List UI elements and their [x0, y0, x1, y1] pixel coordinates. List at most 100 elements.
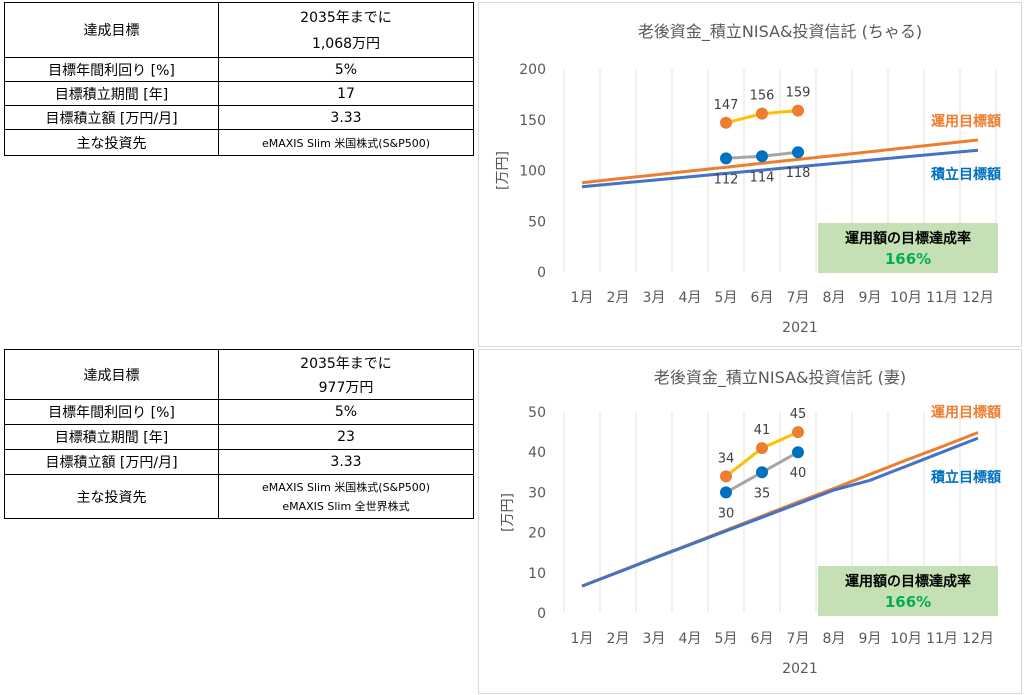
x-axis-label: 2021 — [782, 320, 818, 336]
data-label: 114 — [750, 170, 775, 185]
goal-row: 目標年間利回り [%] 5% — [4, 399, 474, 425]
goal-row: 目標積立額 [万円/月] 3.33 — [4, 449, 474, 475]
y-axis-label: [万円] — [495, 151, 511, 190]
x-tick-label: 1月 — [571, 290, 594, 306]
data-label: 147 — [714, 98, 739, 113]
series-label: 積立目標額 — [930, 469, 1001, 486]
data-point — [720, 486, 732, 499]
row-value: 23 — [218, 424, 474, 450]
row-value: 5% — [218, 57, 474, 82]
y-tick-label: 20 — [528, 526, 546, 542]
row-label: 主な投資先 — [4, 129, 219, 156]
series-line — [581, 138, 979, 185]
kpi-box — [818, 223, 998, 273]
series-label: 運用目標額 — [931, 404, 1001, 421]
data-point — [792, 146, 804, 159]
chart-panel-charu: 老後資金_積立NISA&投資信託 (ちゃる) 0 50 100 150 200 1月 2月 3月… — [478, 2, 1022, 347]
x-tick-label: 8月 — [823, 631, 846, 647]
data-label: 45 — [790, 407, 807, 422]
y-axis-label: [万円] — [500, 493, 516, 532]
data-label: 41 — [754, 423, 771, 438]
y-tick-label: 50 — [528, 214, 546, 230]
y-tick-label: 30 — [528, 485, 546, 501]
goal-row: 目標年間利回り [%] 5% — [4, 57, 474, 82]
data-label: 156 — [750, 89, 775, 104]
data-point — [720, 152, 732, 165]
x-tick-label: 3月 — [643, 290, 666, 306]
row-value: eMAXIS Slim 米国株式(S&P500) — [218, 129, 474, 156]
x-tick-label: 6月 — [751, 290, 774, 306]
x-tick-label: 12月 — [962, 631, 994, 647]
kpi-label: 運用額の目標達成率 — [845, 573, 971, 590]
x-tick-label: 4月 — [679, 290, 702, 306]
y-tick-label: 50 — [528, 405, 546, 421]
goal-row: 目標積立期間 [年] 23 — [4, 424, 474, 450]
data-label: 159 — [786, 86, 811, 101]
x-tick-label: 10月 — [890, 290, 922, 306]
chart-title: 老後資金_積立NISA&投資信託 (妻) — [654, 368, 906, 388]
x-tick-label: 5月 — [715, 631, 738, 647]
y-tick-label: 40 — [528, 445, 546, 461]
row-value-line: 1,068万円 — [311, 36, 381, 52]
row-value-line: eMAXIS Slim 米国株式(S&P500) — [261, 481, 431, 494]
kpi-value: 166% — [885, 593, 931, 611]
row-label: 目標積立額 [万円/月] — [4, 105, 219, 130]
data-label: 118 — [786, 166, 811, 181]
x-tick-label: 10月 — [890, 631, 922, 647]
data-label: 34 — [718, 451, 735, 466]
series-line — [581, 436, 979, 588]
data-point — [792, 426, 804, 439]
chart-wife: 老後資金_積立NISA&投資信託 (妻) 0 10 20 30 40 50 1月 2月 3月 4月 5… — [500, 368, 1001, 677]
goal-row: 主な投資先 eMAXIS Slim 米国株式(S&P500) eMAXIS Sl… — [4, 474, 474, 519]
goal-row: 達成目標 2035年までに 1,068万円 — [4, 2, 474, 58]
row-label: 主な投資先 — [4, 474, 219, 519]
row-value: eMAXIS Slim 米国株式(S&P500) eMAXIS Slim 全世界… — [218, 474, 474, 519]
data-point — [756, 442, 768, 455]
data-label: 30 — [718, 506, 735, 521]
chart-title: 老後資金_積立NISA&投資信託 (ちゃる) — [638, 22, 922, 42]
data-point — [756, 150, 768, 163]
data-point — [756, 466, 768, 479]
x-tick-label: 9月 — [859, 631, 882, 647]
kpi-value: 166% — [885, 250, 931, 268]
goal-table-1: 達成目標 2035年までに 1,068万円 目標年間利回り [%] 5% 目標積… — [4, 2, 474, 156]
data-point — [720, 116, 732, 129]
x-tick-label: 9月 — [859, 290, 882, 306]
goal-row: 主な投資先 eMAXIS Slim 米国株式(S&P500) — [4, 129, 474, 156]
data-point — [720, 470, 732, 483]
row-value: 5% — [218, 399, 474, 425]
row-value-line: eMAXIS Slim 全世界株式 — [282, 500, 410, 513]
series-line — [581, 148, 979, 189]
row-value: 2035年までに 977万円 — [218, 349, 474, 400]
x-tick-label: 11月 — [926, 290, 958, 306]
goal-row: 達成目標 2035年までに 977万円 — [4, 349, 474, 400]
row-label: 目標積立額 [万円/月] — [4, 449, 219, 475]
kpi-box — [818, 566, 998, 616]
x-tick-label: 2月 — [607, 290, 630, 306]
y-tick-label: 150 — [519, 113, 546, 129]
row-value: 17 — [218, 81, 474, 106]
row-value-line: 2035年までに — [300, 10, 392, 26]
row-value: 3.33 — [218, 105, 474, 130]
data-label: 112 — [714, 172, 739, 187]
x-tick-label: 8月 — [823, 290, 846, 306]
y-tick-label: 10 — [528, 566, 546, 582]
row-label: 達成目標 — [4, 2, 219, 58]
data-point — [756, 107, 768, 120]
y-tick-label: 100 — [519, 164, 546, 180]
goal-row: 目標積立期間 [年] 17 — [4, 81, 474, 106]
series-label: 積立目標額 — [930, 166, 1001, 183]
row-label: 目標積立期間 [年] — [4, 424, 219, 450]
row-value: 3.33 — [218, 449, 474, 475]
x-tick-label: 3月 — [643, 631, 666, 647]
chart-panel-wife: 老後資金_積立NISA&投資信託 (妻) 0 10 20 30 40 50 1月 2月 3月 4月 5… — [478, 349, 1022, 694]
chart-charu: 老後資金_積立NISA&投資信託 (ちゃる) 0 50 100 150 200 1月 2月 3月… — [495, 22, 1001, 336]
x-tick-label: 7月 — [787, 290, 810, 306]
x-tick-label: 5月 — [715, 290, 738, 306]
row-label: 目標年間利回り [%] — [4, 399, 219, 425]
y-tick-label: 0 — [537, 606, 546, 622]
y-tick-label: 200 — [519, 62, 546, 78]
row-value-line: 977万円 — [318, 379, 374, 396]
kpi-label: 運用額の目標達成率 — [845, 230, 971, 247]
x-tick-label: 2月 — [607, 631, 630, 647]
